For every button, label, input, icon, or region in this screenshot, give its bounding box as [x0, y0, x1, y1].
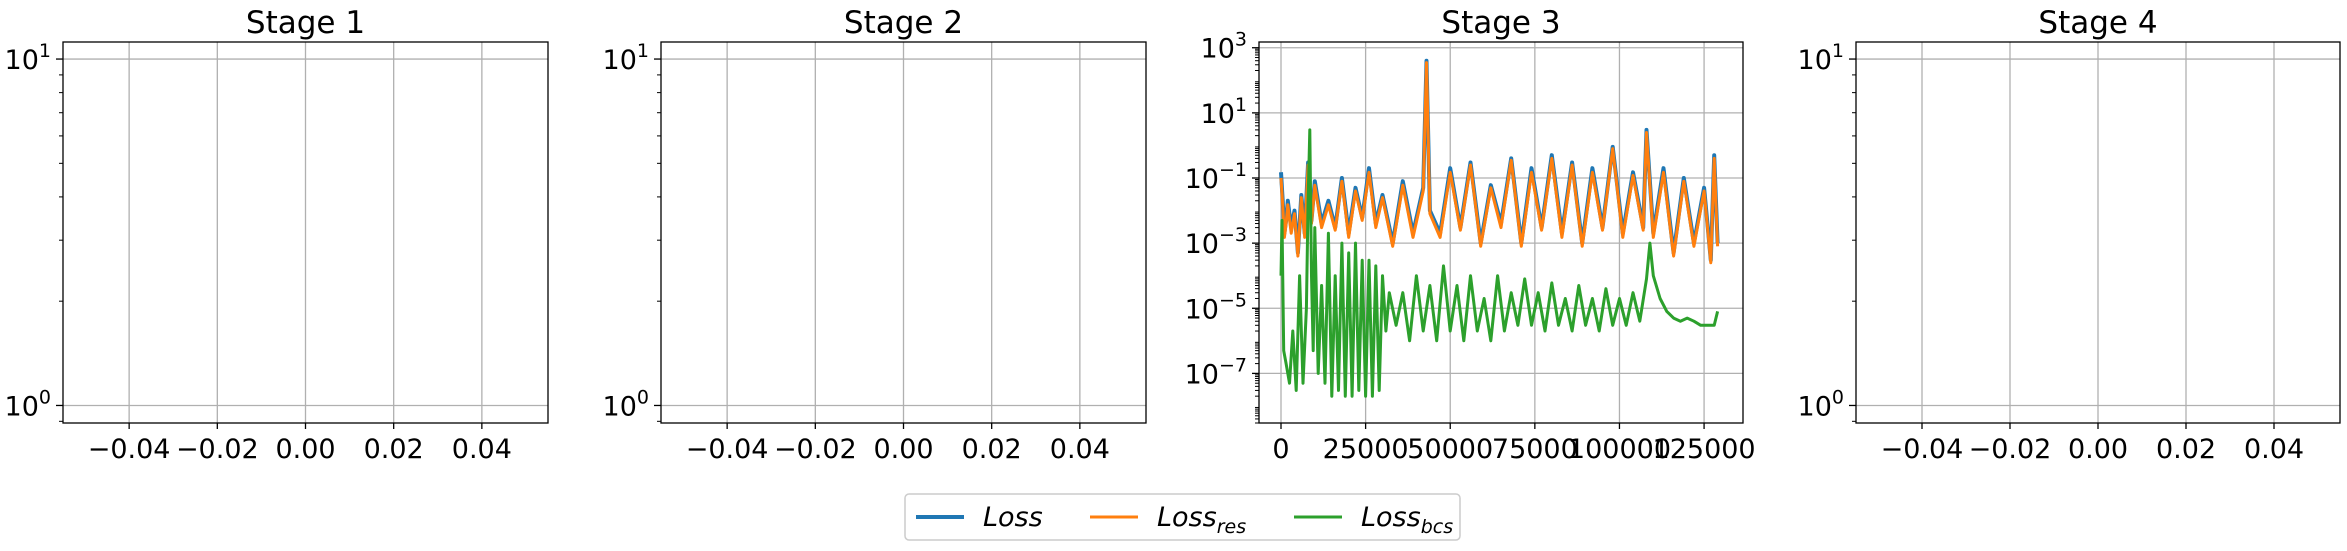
- x-tick-label: 0.04: [1050, 434, 1110, 465]
- y-tick-label: 101: [603, 40, 649, 76]
- x-tick-label: 0.02: [962, 434, 1022, 465]
- y-tick-label: 10−3: [1185, 224, 1247, 260]
- x-tick-label: −0.04: [88, 434, 171, 465]
- legend-label-loss-bcs: Lossbcs: [1361, 502, 1453, 538]
- subplot-2: −0.04 −0.02 0.00 0.02 0.04 100 101 Stage 2: [603, 5, 1147, 465]
- x-tick-label: 0: [1272, 434, 1289, 465]
- y-tick-label: 100: [1798, 386, 1844, 422]
- subplot-title: Stage 1: [246, 5, 365, 41]
- x-tick-label: 0.02: [2156, 434, 2216, 465]
- x-tick-label: 100000: [1568, 434, 1671, 465]
- x-tick-label: 50000: [1407, 434, 1493, 465]
- y-tick-label: 101: [1798, 40, 1844, 76]
- y-tick-label: 10−7: [1185, 354, 1247, 390]
- x-tick-label: 0.00: [275, 434, 335, 465]
- subplot-title: Stage 4: [2038, 5, 2157, 41]
- y-tick-label: 101: [5, 40, 51, 76]
- x-tick-label: 0.04: [2244, 434, 2304, 465]
- x-tick-label: 75000: [1492, 434, 1578, 465]
- axes-frame: [1258, 41, 1744, 424]
- subplot-title: Stage 2: [844, 5, 963, 41]
- x-tick-label: −0.04: [1881, 434, 1964, 465]
- series-group: [1279, 58, 1720, 398]
- series-line-loss-res: [1279, 61, 1720, 265]
- y-tick-label: 100: [603, 386, 649, 422]
- subplot-4: −0.04 −0.02 0.00 0.02 0.04 100 101 Stage 4: [1798, 5, 2341, 465]
- legend-label-loss-res: Lossres: [1157, 502, 1246, 538]
- x-tick-label: 25000: [1323, 434, 1409, 465]
- x-tick-label: 0.02: [364, 434, 424, 465]
- legend: Loss Lossres Lossbcs: [904, 493, 1461, 541]
- x-tick-label: −0.04: [686, 434, 769, 465]
- y-tick-label: 10−5: [1185, 289, 1247, 325]
- y-tick-label: 103: [1201, 29, 1247, 65]
- y-tick-label: 100: [5, 386, 51, 422]
- y-tick-label: 10−1: [1185, 159, 1247, 195]
- x-tick-label: −0.02: [1969, 434, 2052, 465]
- x-tick-label: 125000: [1653, 434, 1756, 465]
- legend-label-loss: Loss: [983, 502, 1043, 533]
- subplot-title: Stage 3: [1441, 5, 1560, 41]
- x-tick-label: 0.00: [873, 434, 933, 465]
- x-tick-label: −0.02: [176, 434, 259, 465]
- series-line-loss-bcs: [1279, 128, 1720, 398]
- x-tick-label: 0.04: [452, 434, 512, 465]
- y-tick-label: 101: [1201, 94, 1247, 130]
- subplot-1: −0.04 −0.02 0.00 0.02 0.04 100 101 Stage 1: [5, 5, 549, 465]
- x-tick-label: 0.00: [2068, 434, 2128, 465]
- x-tick-label: −0.02: [774, 434, 857, 465]
- legend-frame: [904, 493, 1461, 541]
